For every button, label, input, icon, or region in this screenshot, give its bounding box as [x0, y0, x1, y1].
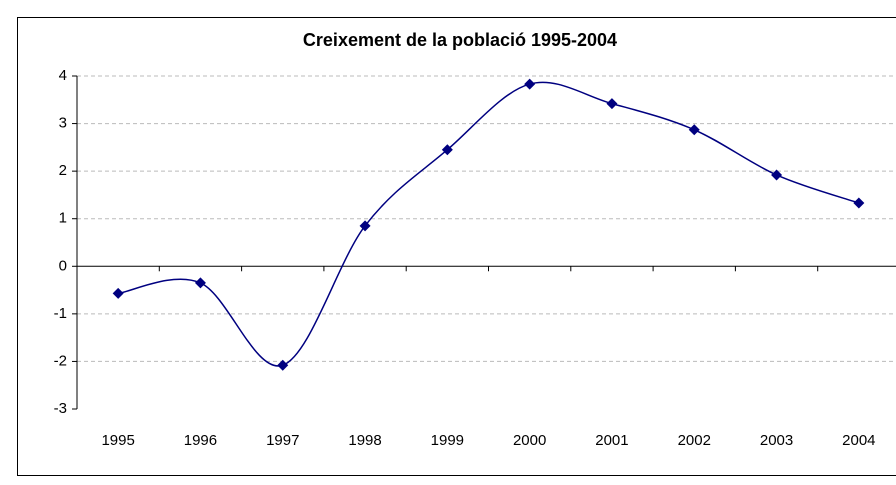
chart-frame [17, 17, 896, 476]
y-tick-label: -1 [54, 305, 67, 322]
y-tick-label: 2 [59, 162, 67, 179]
x-tick-label: 1995 [101, 432, 134, 449]
marker [359, 220, 371, 232]
marker [524, 78, 536, 90]
chart-title: Creixement de la població 1995-2004 [303, 30, 617, 50]
x-tick-label: 1999 [431, 432, 464, 449]
y-tick-label: 3 [59, 115, 67, 132]
marker [112, 287, 124, 299]
line [118, 81, 860, 367]
y-tick-label: -2 [54, 352, 67, 369]
marker [688, 124, 700, 136]
marker [606, 98, 618, 110]
marker [194, 277, 206, 289]
marker [277, 359, 289, 371]
x-tick-label: 1997 [266, 432, 299, 449]
marker [853, 197, 865, 209]
y-tick-label: -3 [54, 400, 67, 417]
x-tick-label: 2004 [842, 432, 875, 449]
x-tick-label: 2000 [513, 432, 546, 449]
y-tick-label: 0 [59, 257, 67, 274]
y-tick-label: 4 [59, 67, 67, 84]
y-tick-label: 1 [59, 210, 67, 227]
marker [441, 144, 453, 156]
x-tick-label: 2002 [678, 432, 711, 449]
x-tick-label: 1996 [184, 432, 217, 449]
x-tick-label: 1998 [348, 432, 381, 449]
x-tick-label: 2001 [595, 432, 628, 449]
marker [771, 169, 783, 181]
x-tick-label: 2003 [760, 432, 793, 449]
